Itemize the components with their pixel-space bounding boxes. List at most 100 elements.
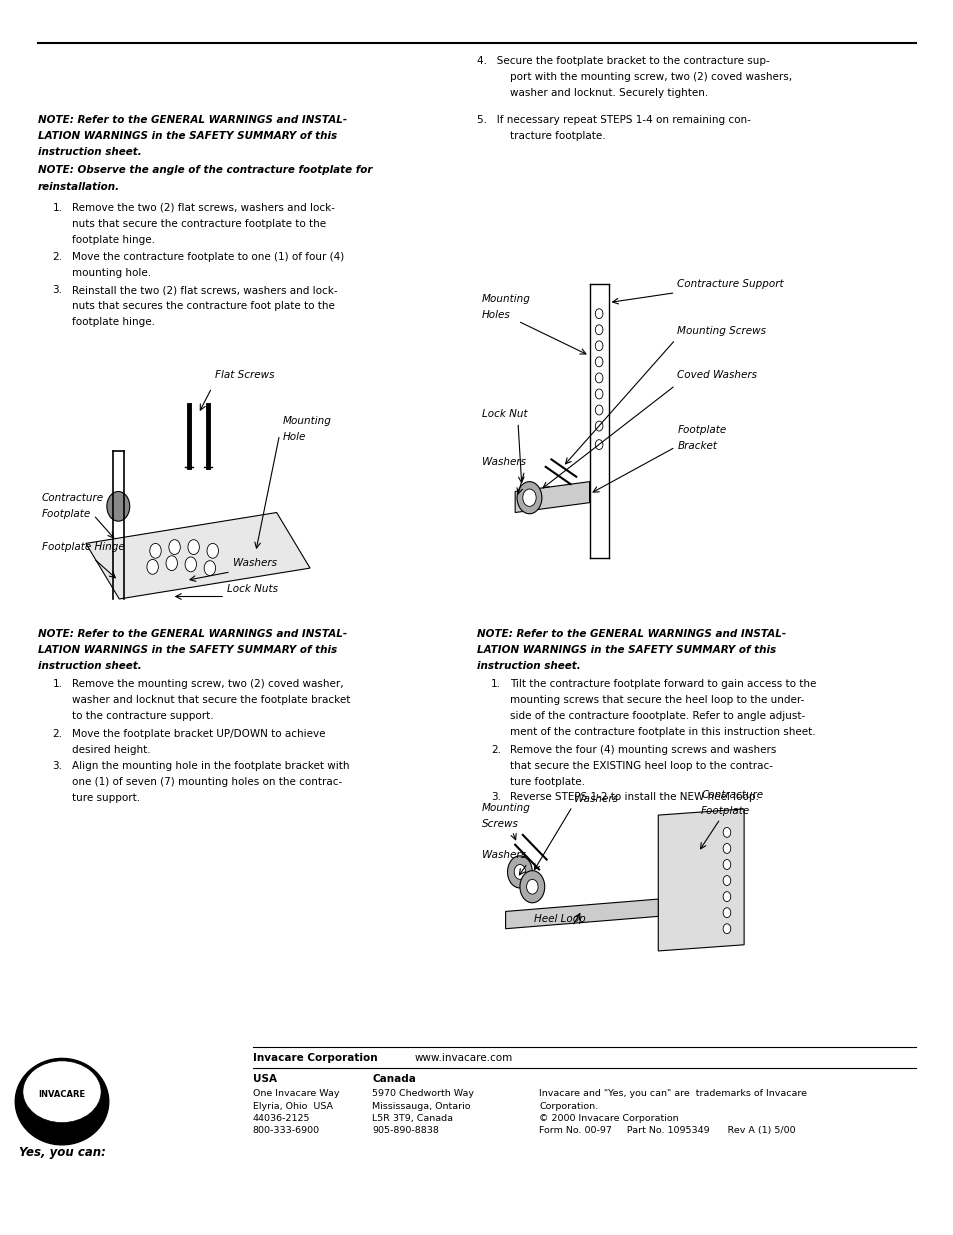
Circle shape <box>595 421 602 431</box>
Text: reinstallation.: reinstallation. <box>38 182 120 191</box>
Text: 2.: 2. <box>52 729 62 739</box>
Text: 4.   Secure the footplate bracket to the contracture sup-: 4. Secure the footplate bracket to the c… <box>476 56 769 65</box>
Text: Move the contracture footplate to one (1) of four (4): Move the contracture footplate to one (1… <box>71 252 343 262</box>
Text: Invacare Corporation: Invacare Corporation <box>253 1053 377 1063</box>
Circle shape <box>595 325 602 335</box>
Circle shape <box>595 389 602 399</box>
Text: Reinstall the two (2) flat screws, washers and lock-: Reinstall the two (2) flat screws, washe… <box>71 285 336 295</box>
Circle shape <box>595 373 602 383</box>
Text: Washers: Washers <box>574 794 618 804</box>
Circle shape <box>595 440 602 450</box>
Text: Mississauga, Ontario: Mississauga, Ontario <box>372 1102 470 1110</box>
Text: Contracture Support: Contracture Support <box>677 279 783 289</box>
Text: Tilt the contracture footplate forward to gain access to the: Tilt the contracture footplate forward t… <box>510 679 816 689</box>
Text: One Invacare Way: One Invacare Way <box>253 1089 339 1098</box>
Text: Footplate: Footplate <box>42 509 91 519</box>
Text: Washers: Washers <box>481 457 525 467</box>
Circle shape <box>595 341 602 351</box>
Text: Remove the two (2) flat screws, washers and lock-: Remove the two (2) flat screws, washers … <box>71 203 335 212</box>
Polygon shape <box>505 899 658 929</box>
Text: 1.: 1. <box>491 679 500 689</box>
Circle shape <box>522 489 536 506</box>
Text: Holes: Holes <box>481 310 510 320</box>
Text: Mounting Screws: Mounting Screws <box>677 326 765 336</box>
Text: 5.   If necessary repeat STEPS 1-4 on remaining con-: 5. If necessary repeat STEPS 1-4 on rema… <box>476 115 750 125</box>
Text: 2.: 2. <box>491 745 500 755</box>
Text: that secure the EXISTING heel loop to the contrac-: that secure the EXISTING heel loop to th… <box>510 761 773 771</box>
Circle shape <box>185 557 196 572</box>
Text: Mounting: Mounting <box>481 294 530 304</box>
Circle shape <box>722 844 730 853</box>
Text: LATION WARNINGS in the SAFETY SUMMARY of this: LATION WARNINGS in the SAFETY SUMMARY of… <box>38 131 337 141</box>
Circle shape <box>166 556 177 571</box>
Circle shape <box>204 561 215 576</box>
Text: 3.: 3. <box>52 761 62 771</box>
Text: Corporation.: Corporation. <box>538 1102 598 1110</box>
Text: Canada: Canada <box>372 1074 416 1084</box>
Circle shape <box>207 543 218 558</box>
Text: Mounting: Mounting <box>282 416 331 426</box>
Circle shape <box>722 860 730 869</box>
Text: 1.: 1. <box>52 203 62 212</box>
Text: nuts that secure the contracture footplate to the: nuts that secure the contracture footpla… <box>71 219 325 228</box>
Text: Screws: Screws <box>481 819 518 829</box>
Text: footplate hinge.: footplate hinge. <box>71 317 154 327</box>
Text: NOTE: Refer to the GENERAL WARNINGS and INSTAL-: NOTE: Refer to the GENERAL WARNINGS and … <box>38 629 347 638</box>
Ellipse shape <box>23 1061 101 1123</box>
Text: 905-890-8838: 905-890-8838 <box>372 1126 438 1135</box>
Text: nuts that secures the contracture foot plate to the: nuts that secures the contracture foot p… <box>71 301 335 311</box>
Text: Move the footplate bracket UP/DOWN to achieve: Move the footplate bracket UP/DOWN to ac… <box>71 729 325 739</box>
Text: ture support.: ture support. <box>71 793 139 803</box>
Text: Footplate Hinge: Footplate Hinge <box>42 542 125 552</box>
Text: instruction sheet.: instruction sheet. <box>38 147 142 157</box>
Text: Flat Screws: Flat Screws <box>214 370 274 380</box>
Circle shape <box>595 309 602 319</box>
Circle shape <box>595 357 602 367</box>
Text: 3.: 3. <box>52 285 62 295</box>
Text: desired height.: desired height. <box>71 745 150 755</box>
Text: washer and locknut. Securely tighten.: washer and locknut. Securely tighten. <box>510 88 708 98</box>
Circle shape <box>722 892 730 902</box>
Circle shape <box>517 482 541 514</box>
Text: mounting hole.: mounting hole. <box>71 268 151 278</box>
Text: NOTE: Refer to the GENERAL WARNINGS and INSTAL-: NOTE: Refer to the GENERAL WARNINGS and … <box>476 629 785 638</box>
Text: Contracture: Contracture <box>42 493 104 503</box>
Text: Form No. 00-97     Part No. 1095349      Rev A (1) 5/00: Form No. 00-97 Part No. 1095349 Rev A (1… <box>538 1126 795 1135</box>
Polygon shape <box>658 809 743 951</box>
Text: 5970 Chedworth Way: 5970 Chedworth Way <box>372 1089 474 1098</box>
Text: side of the contracture foootplate. Refer to angle adjust-: side of the contracture foootplate. Refe… <box>510 711 804 721</box>
Text: LATION WARNINGS in the SAFETY SUMMARY of this: LATION WARNINGS in the SAFETY SUMMARY of… <box>38 645 337 655</box>
Circle shape <box>722 924 730 934</box>
Text: L5R 3T9, Canada: L5R 3T9, Canada <box>372 1114 453 1123</box>
Text: Heel Loop: Heel Loop <box>534 914 585 924</box>
Text: instruction sheet.: instruction sheet. <box>476 661 580 671</box>
Text: USA: USA <box>253 1074 276 1084</box>
Text: Reverse STEPS 1-2 to install the NEW heel loop.: Reverse STEPS 1-2 to install the NEW hee… <box>510 792 759 802</box>
Text: Coved Washers: Coved Washers <box>677 370 757 380</box>
Circle shape <box>188 540 199 555</box>
Text: Remove the four (4) mounting screws and washers: Remove the four (4) mounting screws and … <box>510 745 776 755</box>
Text: www.invacare.com: www.invacare.com <box>415 1053 513 1063</box>
Circle shape <box>722 876 730 885</box>
Text: one (1) of seven (7) mounting holes on the contrac-: one (1) of seven (7) mounting holes on t… <box>71 777 341 787</box>
Circle shape <box>107 492 130 521</box>
Circle shape <box>595 405 602 415</box>
Text: 800-333-6900: 800-333-6900 <box>253 1126 319 1135</box>
Polygon shape <box>86 513 310 599</box>
Text: Contracture: Contracture <box>700 790 762 800</box>
Text: Bracket: Bracket <box>677 441 717 451</box>
Text: LATION WARNINGS in the SAFETY SUMMARY of this: LATION WARNINGS in the SAFETY SUMMARY of… <box>476 645 776 655</box>
Text: Yes, you can:: Yes, you can: <box>18 1146 106 1160</box>
Text: Washers: Washers <box>233 558 276 568</box>
Circle shape <box>147 559 158 574</box>
Circle shape <box>519 871 544 903</box>
Text: NOTE: Refer to the GENERAL WARNINGS and INSTAL-: NOTE: Refer to the GENERAL WARNINGS and … <box>38 115 347 125</box>
Text: to the contracture support.: to the contracture support. <box>71 711 213 721</box>
Text: Remove the mounting screw, two (2) coved washer,: Remove the mounting screw, two (2) coved… <box>71 679 343 689</box>
Text: Align the mounting hole in the footplate bracket with: Align the mounting hole in the footplate… <box>71 761 349 771</box>
Text: Lock Nut: Lock Nut <box>481 409 527 419</box>
Circle shape <box>722 827 730 837</box>
Text: mounting screws that secure the heel loop to the under-: mounting screws that secure the heel loo… <box>510 695 804 705</box>
Text: Footplate: Footplate <box>700 806 750 816</box>
Text: Elyria, Ohio  USA: Elyria, Ohio USA <box>253 1102 333 1110</box>
